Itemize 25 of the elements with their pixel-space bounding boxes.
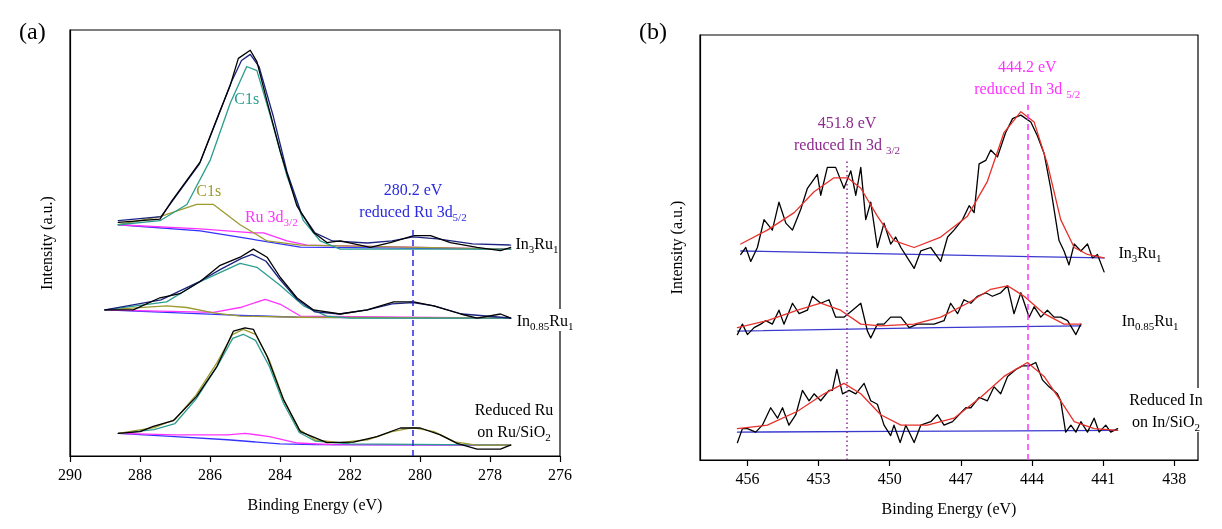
x-tick-label: 441 (1091, 469, 1116, 487)
x-tick-label: 444 (1020, 469, 1044, 487)
x-tick-label: 284 (268, 465, 292, 483)
x-tick-label: 286 (198, 465, 222, 483)
x-tick-label: 288 (128, 465, 152, 483)
series-label: C1s (234, 90, 260, 108)
series-label: C1s (196, 181, 222, 199)
x-tick-label: 278 (478, 465, 502, 483)
x-tick-label: 447 (948, 469, 973, 487)
x-tick-label: 438 (1162, 469, 1187, 487)
x-tick-label: 453 (806, 469, 831, 487)
x-tick-label: 456 (735, 469, 760, 487)
x-axis-title: Binding Energy (eV) (247, 495, 383, 514)
x-tick-label: 450 (877, 469, 902, 487)
x-tick-label: 282 (338, 465, 362, 483)
x-tick-label: 276 (548, 465, 572, 483)
ref-line-label: 444.2 eV reduced In 3d 5/2 (974, 58, 1081, 101)
x-tick-label: 290 (58, 465, 82, 483)
chart-title: (b) (639, 18, 667, 44)
x-axis-title: Binding Energy (eV) (881, 499, 1017, 518)
y-axis-title: Intensity (a.u.) (37, 196, 56, 290)
chart-title: (a) (19, 18, 46, 44)
x-tick-label: 280 (408, 465, 432, 483)
ref-line-label: 451.8 eV reduced In 3d 3/2 (794, 113, 901, 156)
y-axis-title: Intensity (a.u.) (667, 200, 686, 295)
